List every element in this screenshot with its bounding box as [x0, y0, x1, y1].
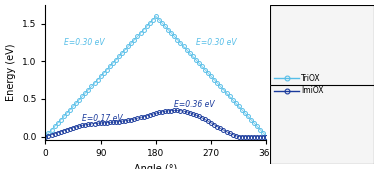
- Y-axis label: Energy (eV): Energy (eV): [6, 44, 16, 101]
- X-axis label: Angle (°): Angle (°): [134, 164, 178, 169]
- Text: E=0.36 eV: E=0.36 eV: [174, 100, 215, 109]
- Text: E=0.17 eV: E=0.17 eV: [82, 114, 123, 124]
- Text: TriOX: TriOX: [301, 74, 321, 83]
- Text: ImiOX: ImiOX: [301, 86, 324, 95]
- Text: E=0.30 eV: E=0.30 eV: [196, 38, 237, 47]
- Text: E=0.30 eV: E=0.30 eV: [64, 38, 104, 47]
